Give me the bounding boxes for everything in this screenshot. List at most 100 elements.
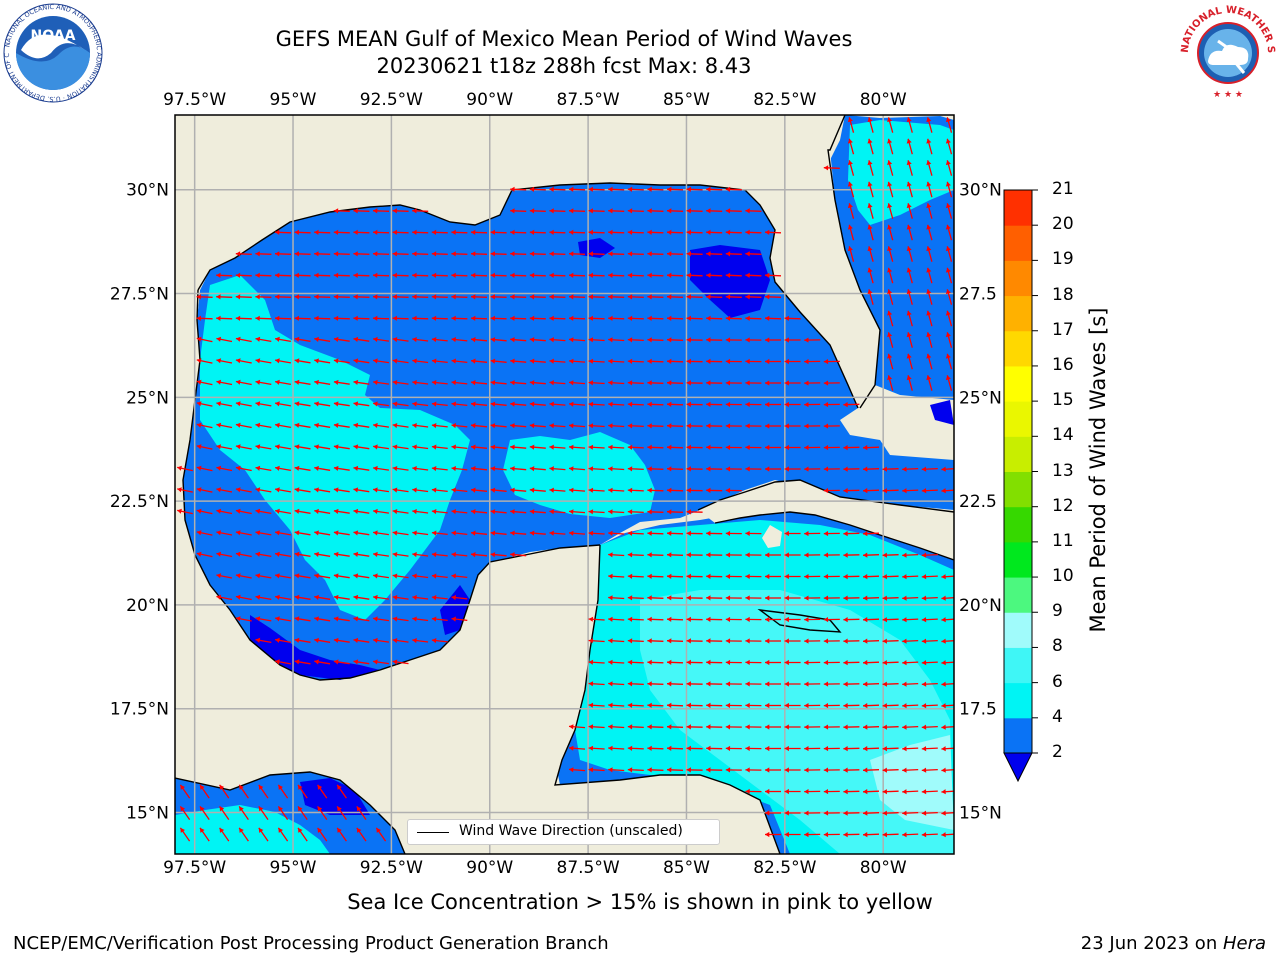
arrow-head [706,466,711,472]
arrow-head [882,810,887,816]
arrow-head [863,638,868,644]
arrow-head [823,445,829,451]
arrow-head [627,509,633,515]
arrow-head [745,616,750,622]
arrow-head [667,767,672,773]
arrow-head [216,551,222,557]
arrow-head [686,186,691,192]
arrow-head [843,531,848,537]
arrow-head [588,487,594,493]
arrow-head [431,444,437,450]
arrow-head [686,423,691,429]
arrow-head [921,660,927,666]
arrow-head [392,595,398,601]
arrow-head [200,806,205,812]
lon-tick-label: 80°W [860,90,907,110]
arrow-head [235,294,241,300]
arrow-head [823,531,829,537]
arrow-head [412,380,417,386]
arrow-head [765,810,770,816]
arrow-head [258,784,264,790]
arrow-head [823,638,829,644]
arrow-head [784,745,789,752]
arrow-head [745,358,750,364]
arrow-head [608,509,613,515]
arrow-head [667,401,672,407]
arrow-head [216,315,221,321]
arrow-head [275,487,280,493]
arrow-head [235,422,241,428]
arrow-head [804,703,809,709]
arrow-head [510,487,515,493]
arrow-head [887,138,893,144]
arrow-head [451,423,456,429]
arrow-head [725,466,731,472]
arrow-head [823,466,829,472]
arrow-head [431,595,437,601]
arrow-head [647,380,652,386]
colorbar-segment [1004,365,1032,402]
arrow-head [843,746,848,752]
arrow-head [863,660,868,666]
arrow-head [317,806,323,812]
arrow-head [725,659,731,665]
arrow-head [882,660,887,666]
colorbar-segment [1004,401,1032,437]
arrow-head [863,595,868,601]
arrow-head [431,315,437,321]
arrow-head [667,638,672,644]
arrow-head [647,638,652,644]
arrow-head [392,294,397,300]
arrow-head [412,573,417,579]
arrow-head [588,702,594,708]
arrow-head [431,251,437,257]
arrow-head [882,724,887,730]
arrow-head [275,358,280,364]
arrow-head [945,289,951,295]
arrow-head [784,315,789,321]
arrow-head [725,702,731,708]
arrow-head [887,353,893,359]
arrow-head [255,422,261,428]
arrow-head [373,315,378,321]
arrow-head [647,745,652,751]
arrow-head [333,229,339,235]
lat-tick-label: 22.5°N [110,492,169,512]
arrow-head [333,637,339,643]
arrow-head [608,401,613,407]
arrow-head [235,336,241,342]
arrow-head [823,402,829,408]
arrow-head [784,530,789,537]
arrow-head [608,702,613,708]
arrow-head [627,358,633,364]
arrow-head [902,488,907,494]
arrow-head [902,832,907,838]
lat-tick-label: 17.5 [959,700,997,720]
arrow-head [255,315,260,321]
arrow-head [451,595,456,601]
arrow-head [804,681,809,687]
arrow-head [647,616,652,622]
arrow-head [549,423,554,429]
arrow-head [926,224,932,230]
arrow-head [902,466,907,472]
arrow-head [941,832,946,838]
arrow-head [667,272,672,278]
arrow-head [647,186,652,192]
arrow-head [847,203,853,209]
arrow-head [667,423,672,429]
arrow-head [765,466,770,472]
arrow-head [608,552,613,558]
arrow-head [373,616,378,622]
arrow-head [745,724,750,730]
arrow-head [196,379,202,385]
arrow-head [608,638,613,644]
arrow-head [706,251,711,257]
arrow-head [725,380,731,386]
arrow-head [804,380,809,386]
arrow-head [431,272,437,278]
arrow-head [667,315,672,321]
arrow-head [921,617,927,623]
arrow-head [745,702,750,708]
arrow-head [725,681,731,687]
